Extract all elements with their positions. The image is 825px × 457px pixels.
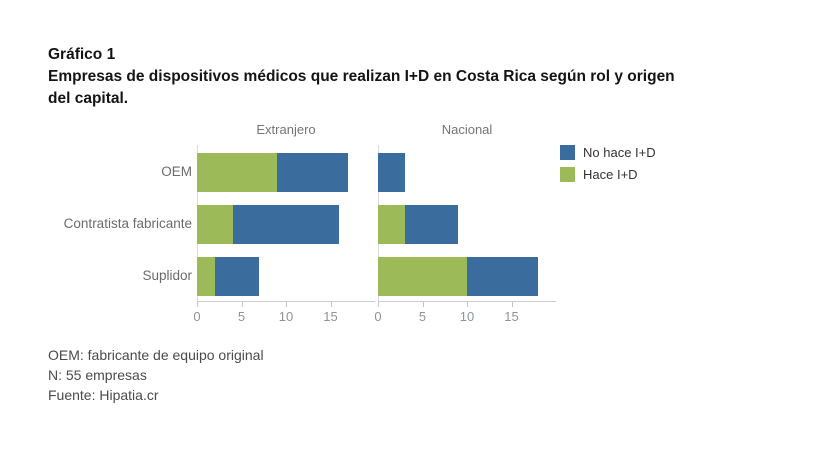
bar-segment-no-hace-id — [214, 257, 260, 296]
footnote-oem: OEM: fabricante de equipo original — [48, 347, 264, 363]
axis-tick — [511, 302, 513, 307]
chart-label: Gráfico 1 — [48, 46, 116, 63]
axis-tick — [241, 302, 243, 307]
bar-segment-no-hace-id — [232, 205, 340, 244]
bar-nacional — [378, 257, 539, 296]
bar-segment-no-hace-id — [467, 257, 539, 296]
legend-label: No hace I+D — [583, 145, 656, 160]
chart-title-line-1: Empresas de dispositivos médicos que rea… — [48, 68, 675, 85]
axis-tick-label: 5 — [237, 309, 246, 324]
stacked-bar-chart: Extranjero Nacional 0 5 10 15 0 5 10 15 OEM Contr… — [63, 122, 656, 324]
axis-tick-label: 10 — [278, 309, 294, 324]
axis-tick-label: 15 — [323, 309, 338, 324]
legend-label: Hace I+D — [583, 167, 638, 182]
axis-tick-label: 10 — [459, 309, 475, 324]
axis-tick — [422, 302, 424, 307]
chart-title-block: Gráfico 1 Empresas de dispositivos médic… — [48, 44, 788, 110]
panel-title-extranjero: Extranjero — [256, 122, 316, 137]
bar-segment-hace-id — [378, 257, 467, 296]
chart-title-line-2: del capital. — [48, 90, 129, 107]
x-axis: 0 5 10 15 — [374, 301, 556, 324]
bar-segment-hace-id — [197, 153, 278, 192]
footnotes: OEM: fabricante de equipo original N: 55… — [48, 345, 264, 405]
category-label: Suplidor — [142, 267, 192, 283]
bar-nacional — [378, 153, 405, 192]
bar-nacional — [378, 205, 459, 244]
bar-segment-hace-id — [378, 205, 405, 244]
panel-title-nacional: Nacional — [441, 122, 493, 137]
legend-item: Hace I+D — [560, 167, 656, 182]
legend-swatch — [560, 167, 575, 182]
category-label: Contratista fabricante — [63, 215, 192, 231]
axis-tick — [467, 302, 468, 307]
axis-tick — [197, 302, 198, 307]
x-axis: 0 5 10 15 — [193, 301, 375, 324]
bar-extranjero — [197, 153, 349, 192]
footnote-n: N: 55 empresas — [48, 367, 147, 383]
legend-swatch — [560, 145, 575, 160]
bar-segment-no-hace-id — [378, 153, 405, 192]
legend-item: No hace I+D — [560, 145, 656, 160]
axis-tick — [330, 302, 332, 307]
bar-segment-no-hace-id — [404, 205, 459, 244]
bar-extranjero — [197, 257, 260, 296]
bar-extranjero — [197, 205, 340, 244]
axis-tick-label: 5 — [418, 309, 427, 324]
axis-tick — [286, 302, 287, 307]
axis-tick-label: 15 — [504, 309, 519, 324]
category-label: OEM — [161, 163, 192, 179]
bar-segment-hace-id — [197, 205, 233, 244]
footnote-source: Fuente: Hipatia.cr — [48, 387, 159, 403]
legend: No hace I+D Hace I+D — [560, 145, 656, 189]
axis-tick — [378, 302, 379, 307]
bar-segment-no-hace-id — [277, 153, 349, 192]
axis-tick-label: 0 — [374, 309, 382, 324]
axis-tick-label: 0 — [193, 309, 201, 324]
bar-segment-hace-id — [197, 257, 215, 296]
